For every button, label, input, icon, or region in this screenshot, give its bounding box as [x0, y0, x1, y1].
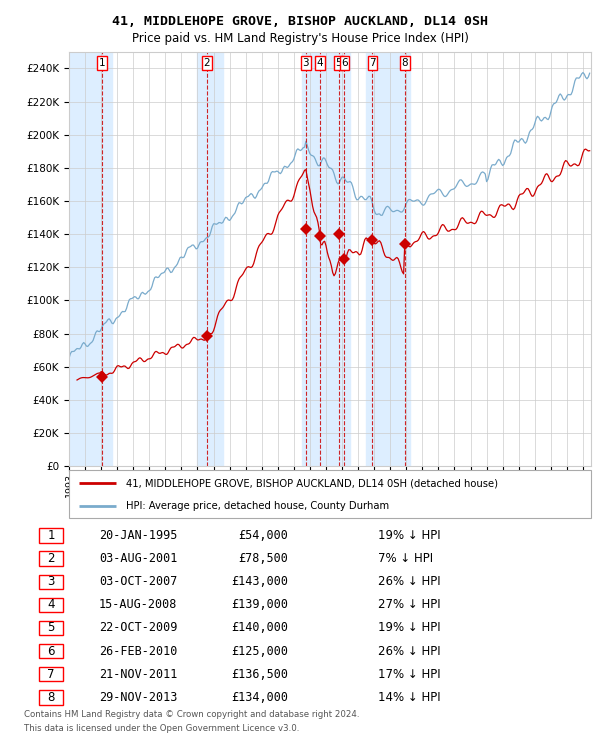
Text: Price paid vs. HM Land Registry's House Price Index (HPI): Price paid vs. HM Land Registry's House …	[131, 32, 469, 45]
Text: 27% ↓ HPI: 27% ↓ HPI	[378, 599, 440, 611]
Text: 26% ↓ HPI: 26% ↓ HPI	[378, 575, 440, 588]
Text: 1: 1	[47, 529, 55, 542]
Bar	[69, 52, 112, 466]
FancyBboxPatch shape	[39, 551, 63, 566]
Text: 4: 4	[317, 58, 323, 68]
Bar	[197, 52, 223, 466]
Text: £134,000: £134,000	[231, 691, 288, 704]
Bar	[366, 52, 410, 466]
Text: HPI: Average price, detached house, County Durham: HPI: Average price, detached house, Coun…	[127, 501, 389, 511]
FancyBboxPatch shape	[39, 690, 63, 704]
Text: 6: 6	[341, 58, 348, 68]
FancyBboxPatch shape	[39, 621, 63, 635]
Text: 1: 1	[98, 58, 106, 68]
Text: 41, MIDDLEHOPE GROVE, BISHOP AUCKLAND, DL14 0SH: 41, MIDDLEHOPE GROVE, BISHOP AUCKLAND, D…	[112, 15, 488, 28]
Text: 03-OCT-2007: 03-OCT-2007	[99, 575, 178, 588]
Text: 17% ↓ HPI: 17% ↓ HPI	[378, 667, 440, 681]
Text: 7% ↓ HPI: 7% ↓ HPI	[378, 552, 433, 565]
Text: £136,500: £136,500	[231, 667, 288, 681]
Bar	[302, 52, 350, 466]
FancyBboxPatch shape	[39, 528, 63, 542]
Text: 19% ↓ HPI: 19% ↓ HPI	[378, 622, 440, 634]
Text: 2: 2	[203, 58, 210, 68]
Text: 22-OCT-2009: 22-OCT-2009	[99, 622, 178, 634]
Text: 15-AUG-2008: 15-AUG-2008	[99, 599, 178, 611]
Text: This data is licensed under the Open Government Licence v3.0.: This data is licensed under the Open Gov…	[24, 724, 299, 733]
Text: £139,000: £139,000	[231, 599, 288, 611]
FancyBboxPatch shape	[39, 667, 63, 682]
FancyBboxPatch shape	[39, 644, 63, 659]
Text: Contains HM Land Registry data © Crown copyright and database right 2024.: Contains HM Land Registry data © Crown c…	[24, 710, 359, 719]
Text: 4: 4	[47, 599, 55, 611]
Text: 3: 3	[47, 575, 55, 588]
Text: 5: 5	[47, 622, 55, 634]
Text: 3: 3	[302, 58, 309, 68]
Text: 2: 2	[47, 552, 55, 565]
Text: 26% ↓ HPI: 26% ↓ HPI	[378, 645, 440, 658]
Text: 8: 8	[401, 58, 408, 68]
Text: 5: 5	[335, 58, 342, 68]
FancyBboxPatch shape	[39, 598, 63, 612]
Text: 19% ↓ HPI: 19% ↓ HPI	[378, 529, 440, 542]
Text: £54,000: £54,000	[238, 529, 288, 542]
FancyBboxPatch shape	[39, 574, 63, 589]
Text: 29-NOV-2013: 29-NOV-2013	[99, 691, 178, 704]
Text: 41, MIDDLEHOPE GROVE, BISHOP AUCKLAND, DL14 0SH (detached house): 41, MIDDLEHOPE GROVE, BISHOP AUCKLAND, D…	[127, 478, 499, 488]
FancyBboxPatch shape	[69, 470, 591, 518]
Text: 21-NOV-2011: 21-NOV-2011	[99, 667, 178, 681]
Text: £125,000: £125,000	[231, 645, 288, 658]
Text: £78,500: £78,500	[238, 552, 288, 565]
Text: 14% ↓ HPI: 14% ↓ HPI	[378, 691, 440, 704]
Text: 7: 7	[47, 667, 55, 681]
Text: 20-JAN-1995: 20-JAN-1995	[99, 529, 178, 542]
Text: 6: 6	[47, 645, 55, 658]
Text: 7: 7	[369, 58, 376, 68]
Text: 03-AUG-2001: 03-AUG-2001	[99, 552, 178, 565]
Text: 26-FEB-2010: 26-FEB-2010	[99, 645, 178, 658]
Text: 8: 8	[47, 691, 55, 704]
Text: £140,000: £140,000	[231, 622, 288, 634]
Text: £143,000: £143,000	[231, 575, 288, 588]
